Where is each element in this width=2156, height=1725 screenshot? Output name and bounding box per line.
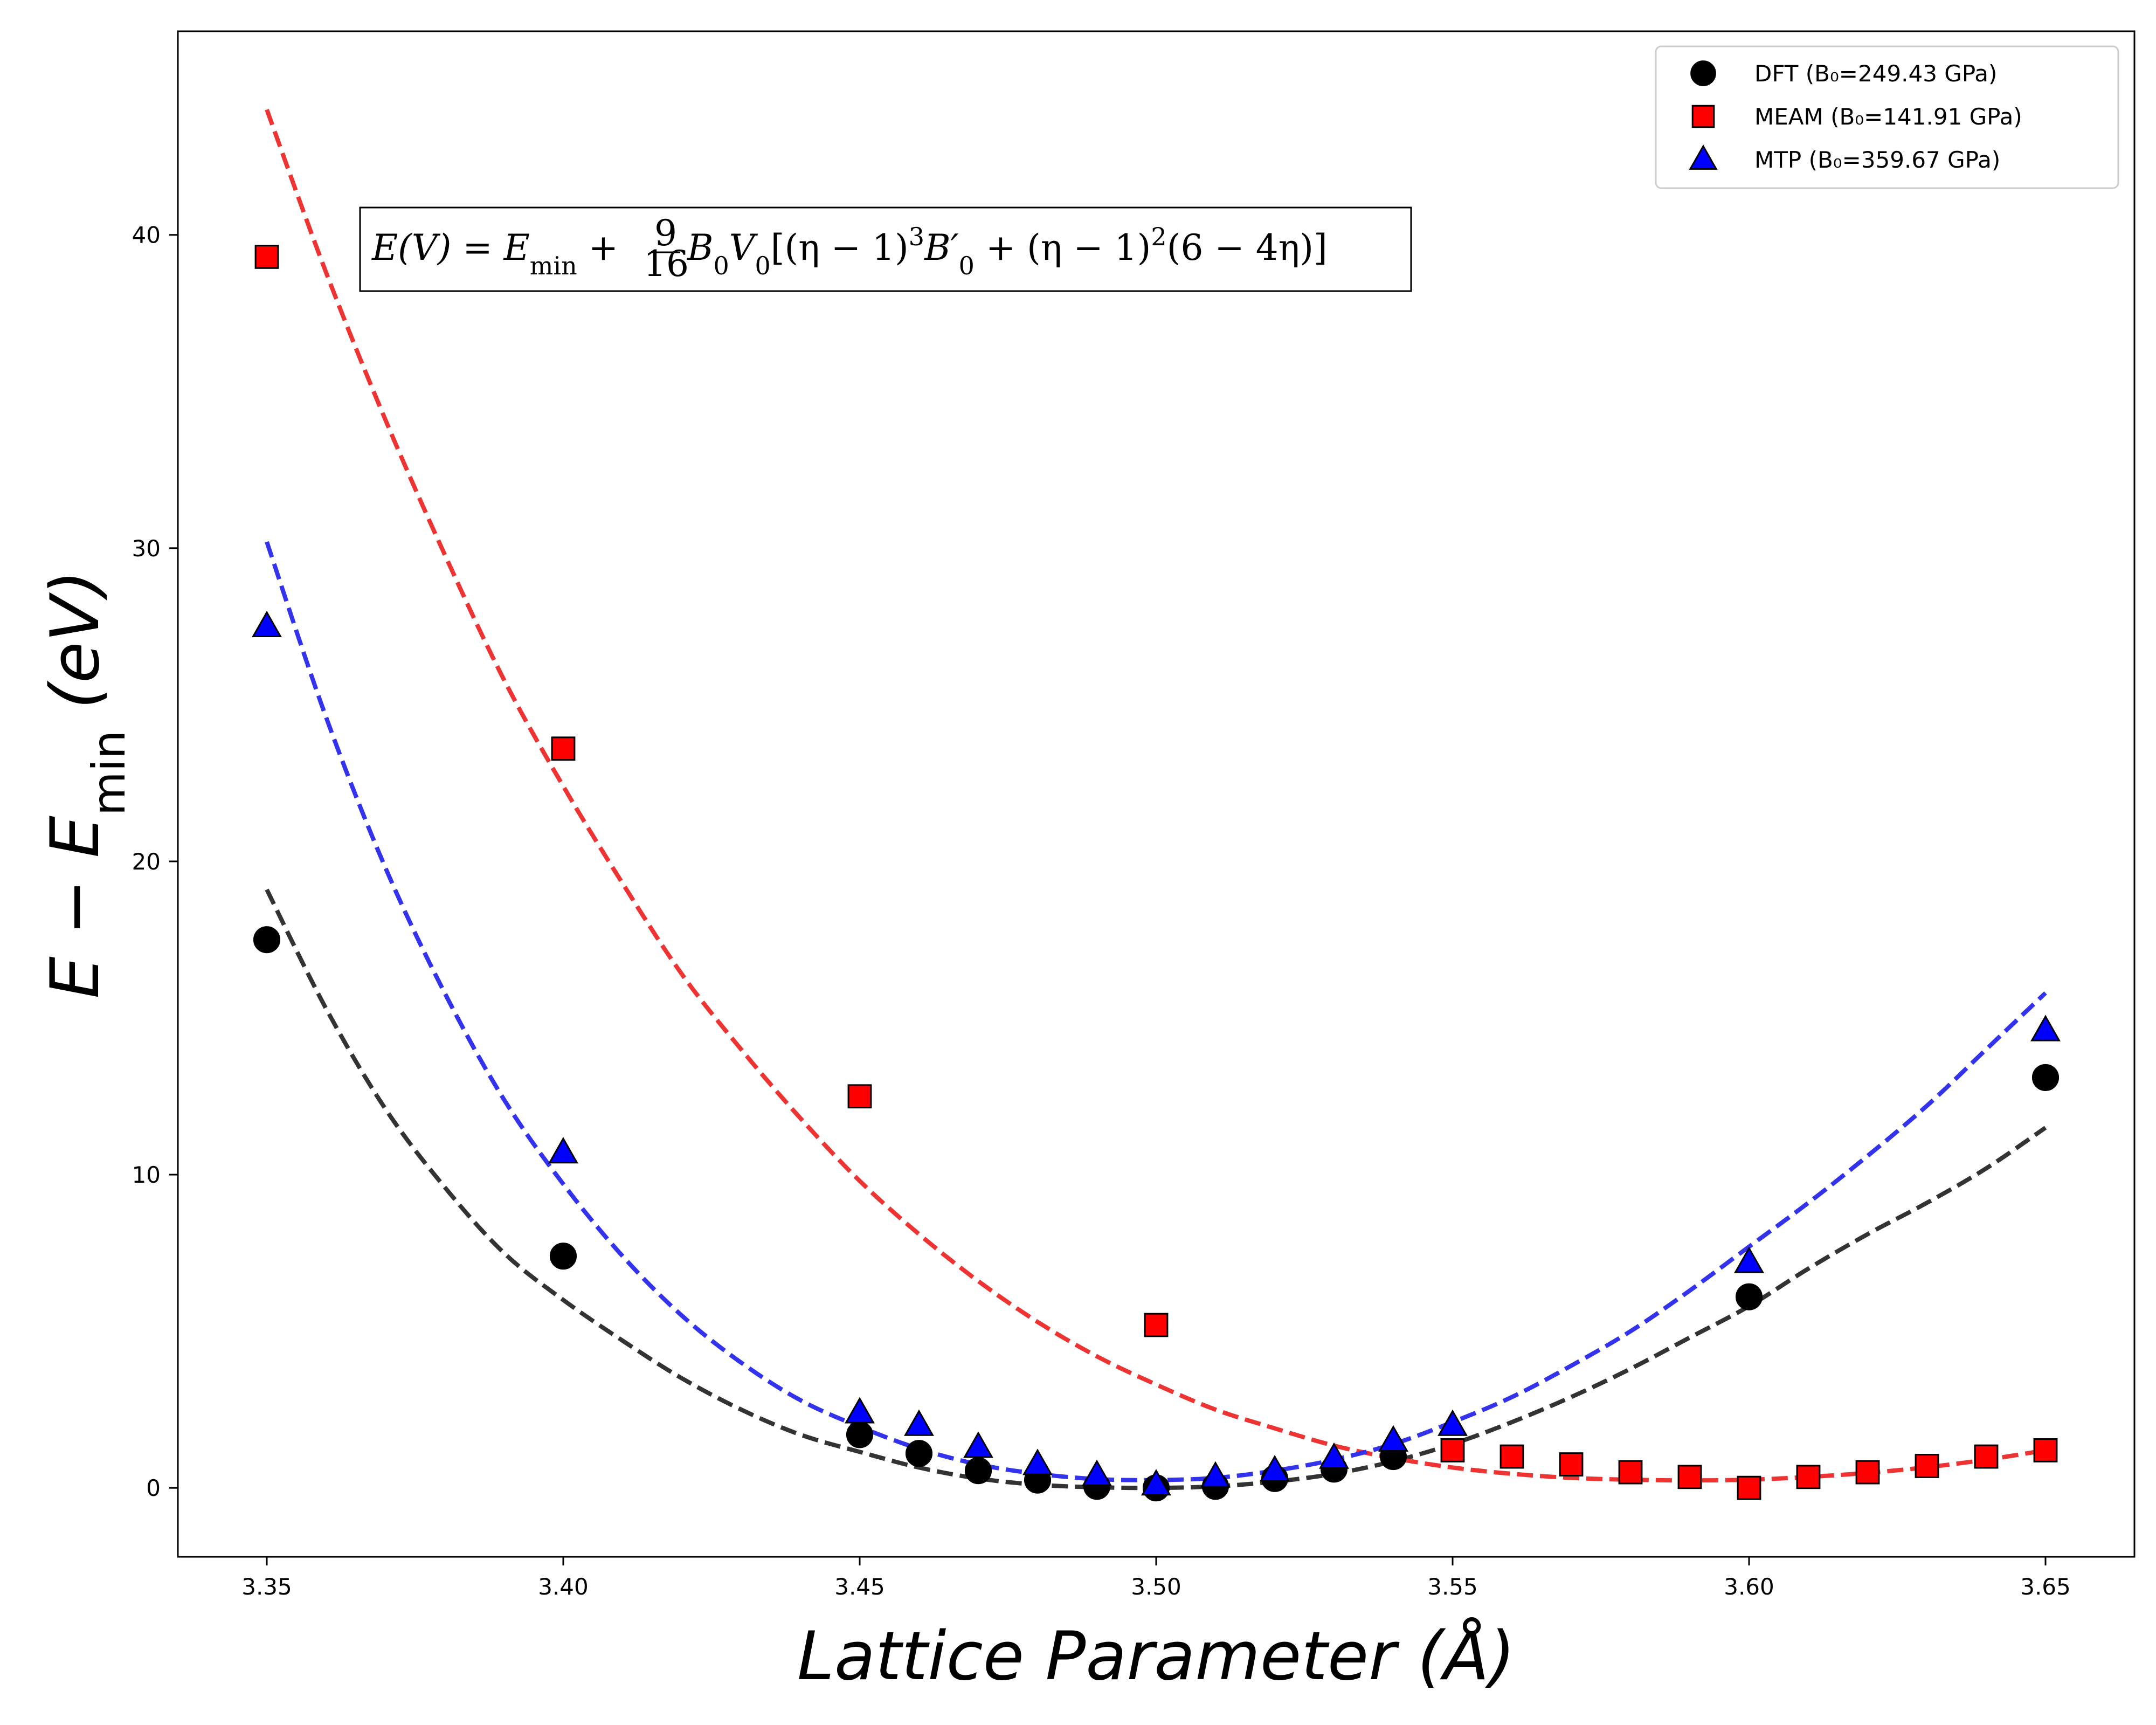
mtp-point bbox=[1378, 1425, 1408, 1452]
mtp-point bbox=[1734, 1246, 1764, 1273]
data-markers bbox=[252, 244, 2061, 1502]
dft-point bbox=[2031, 1064, 2060, 1091]
y-tick-label: 20 bbox=[132, 848, 161, 875]
equation-text: E(V) = Emin + bbox=[371, 227, 618, 280]
mtp-point bbox=[548, 1137, 578, 1164]
meam-point bbox=[1737, 1475, 1761, 1500]
dft-point bbox=[964, 1457, 992, 1485]
legend-marker-mtp bbox=[1689, 144, 1718, 170]
meam-point bbox=[1440, 1438, 1465, 1462]
meam-point bbox=[1974, 1444, 1999, 1469]
meam-point bbox=[1144, 1313, 1169, 1337]
legend-frame bbox=[1655, 45, 2119, 189]
meam-point bbox=[254, 244, 279, 269]
x-axis-label: Lattice Parameter (Å) bbox=[797, 1617, 1515, 1695]
meam-point bbox=[1915, 1454, 1939, 1478]
y-axis-label-main: E − E bbox=[37, 815, 114, 998]
mtp-point bbox=[1319, 1442, 1349, 1469]
equation-tail: B0V0[(η − 1)3B′0 + (η − 1)2(6 − 4η)] bbox=[687, 222, 1328, 280]
x-tick-label: 3.55 bbox=[1427, 1574, 1478, 1600]
equation-fraction-denominator: 16 bbox=[644, 243, 689, 285]
dft-point bbox=[549, 1243, 577, 1270]
mtp-point bbox=[904, 1409, 934, 1436]
meam-point bbox=[1559, 1452, 1584, 1476]
x-tick-label: 3.35 bbox=[241, 1574, 292, 1600]
y-axis-label-unit: (eV) bbox=[37, 570, 114, 730]
y-axis-label: E − Emin (eV) bbox=[37, 570, 135, 998]
legend-label: MTP (B₀=359.67 GPa) bbox=[1754, 147, 2000, 173]
legend: DFT (B₀=249.43 GPa) MEAM (B₀=141.91 GPa) M… bbox=[1655, 45, 2119, 189]
dft-point bbox=[1735, 1283, 1763, 1310]
meam-point bbox=[1618, 1460, 1643, 1485]
x-tick-label: 3.60 bbox=[1724, 1574, 1774, 1600]
y-tick-label: 40 bbox=[132, 222, 161, 249]
mtp-point bbox=[252, 610, 282, 637]
mtp-point bbox=[1141, 1469, 1171, 1496]
dft-point bbox=[846, 1421, 874, 1448]
x-axis-ticks: 3.35 3.40 3.45 3.50 3.55 3.60 3.65 bbox=[241, 1557, 2071, 1600]
equation-box: E(V) = Emin + 9 16 B0V0[(η − 1)3B′0 + (η… bbox=[359, 206, 1412, 292]
mtp-point bbox=[1022, 1448, 1053, 1475]
equation-frame bbox=[359, 206, 1412, 292]
meam-point bbox=[1677, 1465, 1702, 1489]
x-tick-label: 3.45 bbox=[834, 1574, 885, 1600]
meam-point bbox=[551, 736, 576, 761]
mtp-point bbox=[1438, 1409, 1468, 1436]
legend-marker-dft bbox=[1690, 60, 1716, 86]
legend-label: MEAM (B₀=141.91 GPa) bbox=[1754, 104, 2022, 130]
y-tick-label: 10 bbox=[132, 1162, 161, 1188]
meam-point bbox=[1499, 1444, 1524, 1469]
x-tick-label: 3.65 bbox=[2020, 1574, 2071, 1600]
meam-point bbox=[2033, 1438, 2058, 1462]
mtp-point bbox=[1200, 1461, 1231, 1488]
mtp-point bbox=[1260, 1454, 1290, 1482]
dft-point bbox=[905, 1440, 933, 1467]
x-tick-label: 3.40 bbox=[538, 1574, 589, 1600]
y-axis-ticks: 0 10 20 30 40 bbox=[132, 222, 178, 1501]
mtp-point bbox=[963, 1431, 993, 1458]
x-tick-label: 3.50 bbox=[1131, 1574, 1181, 1600]
legend-item-mtp: MTP (B₀=359.67 GPa) bbox=[1689, 144, 2000, 173]
meam-point bbox=[847, 1084, 872, 1109]
legend-item-meam: MEAM (B₀=141.91 GPa) bbox=[1691, 104, 2022, 130]
meam-point bbox=[1855, 1460, 1880, 1485]
meam-fit-curve bbox=[265, 108, 2046, 1483]
meam-point bbox=[1796, 1465, 1821, 1489]
legend-item-dft: DFT (B₀=249.43 GPa) bbox=[1690, 60, 1997, 87]
y-tick-label: 0 bbox=[146, 1475, 161, 1501]
equation-fraction-numerator: 9 bbox=[654, 212, 677, 254]
legend-marker-meam bbox=[1691, 105, 1715, 128]
legend-label: DFT (B₀=249.43 GPa) bbox=[1754, 60, 1997, 87]
mtp-point bbox=[1082, 1459, 1112, 1486]
y-tick-label: 30 bbox=[132, 535, 161, 562]
mtp-point bbox=[2030, 1015, 2061, 1041]
dft-point bbox=[253, 926, 281, 954]
y-axis-label-subscript: min bbox=[82, 730, 135, 816]
mtp-point bbox=[845, 1397, 875, 1424]
